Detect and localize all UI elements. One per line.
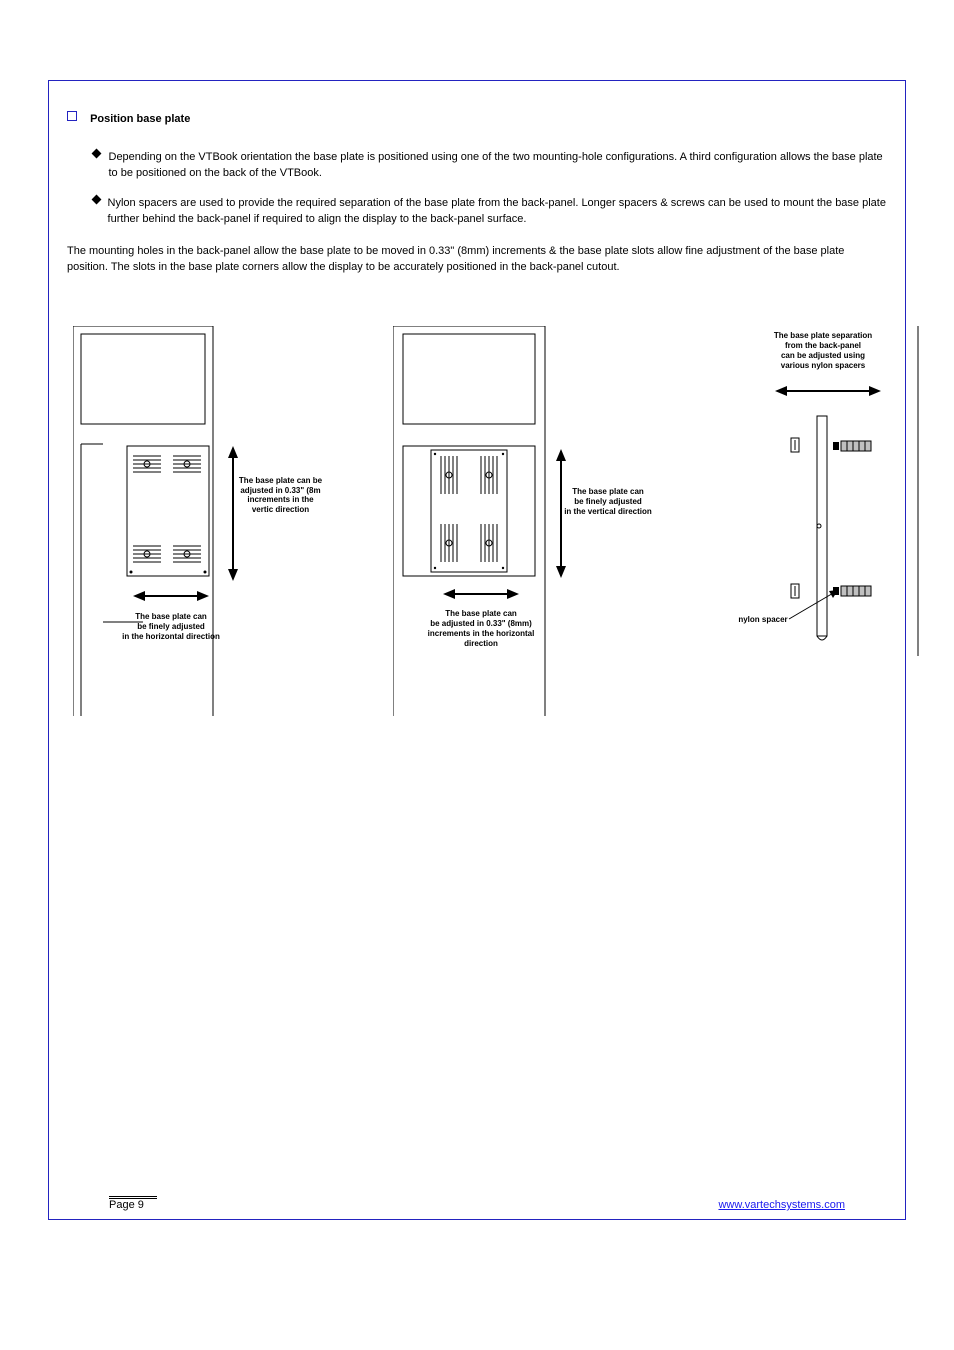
diagram-3: The base plate separation from the back-… [723,326,923,656]
footer-page: Page 9 [109,1199,144,1211]
diagrams-row: The base plate can be adjusted in 0.33" … [67,326,887,716]
paragraph-text: The mounting holes in the back-panel all… [67,244,887,276]
d1-bottom-line2: be finely adjusted [137,622,205,631]
content-frame: Position base plate Depending on the VTB… [48,80,906,1220]
diagram-1: The base plate can be adjusted in 0.33" … [73,326,323,716]
bullet-text-2: Nylon spacers are used to provide the re… [108,196,887,228]
d1-bottom-line3: in the horizontal direction [122,632,220,641]
d3-top-line4: various nylon spacers [781,361,866,370]
bullet-text-1: Depending on the VTBook orientation the … [109,150,888,182]
d3-spacer-label: nylon spacer [738,615,787,624]
d3-top-line2: from the back-panel [785,341,861,350]
d2-bottom-line2: be adjusted in 0.33" (8mm) [430,619,532,628]
d1-bottom-line1: The base plate can [135,612,207,621]
bullet-item-1: Depending on the VTBook orientation the … [93,150,887,182]
footer-url[interactable]: www.vartechsystems.com [718,1199,845,1211]
d3-top-line1: The base plate separation [774,331,872,340]
d2-bottom-line3: increments in the horizontal [428,629,535,638]
d2-bottom-line1: The base plate can [445,609,517,618]
diagram-2: The base plate can be finely adjusted in… [393,326,653,716]
bullet-item-2: Nylon spacers are used to provide the re… [93,196,887,228]
d2-side-line2: be finely adjusted [574,497,642,506]
d2-bottom-line4: direction [464,639,498,648]
footer: Page 9 www.vartechsystems.com [49,1199,905,1211]
section-title-text: Position base plate [90,113,190,125]
d3-top-line3: can be adjusted using [781,351,865,360]
page: Position base plate Depending on the VTB… [0,0,954,1350]
d2-side-line1: The base plate can [572,487,644,496]
diamond-bullet-icon [93,150,99,157]
d1-side-text: The base plate can be adjusted in 0.33" … [238,476,323,514]
square-bullet-icon [67,111,77,121]
d2-side-line3: in the vertical direction [564,507,652,516]
diamond-bullet-icon [93,196,98,203]
section-title-row: Position base plate [67,111,887,125]
